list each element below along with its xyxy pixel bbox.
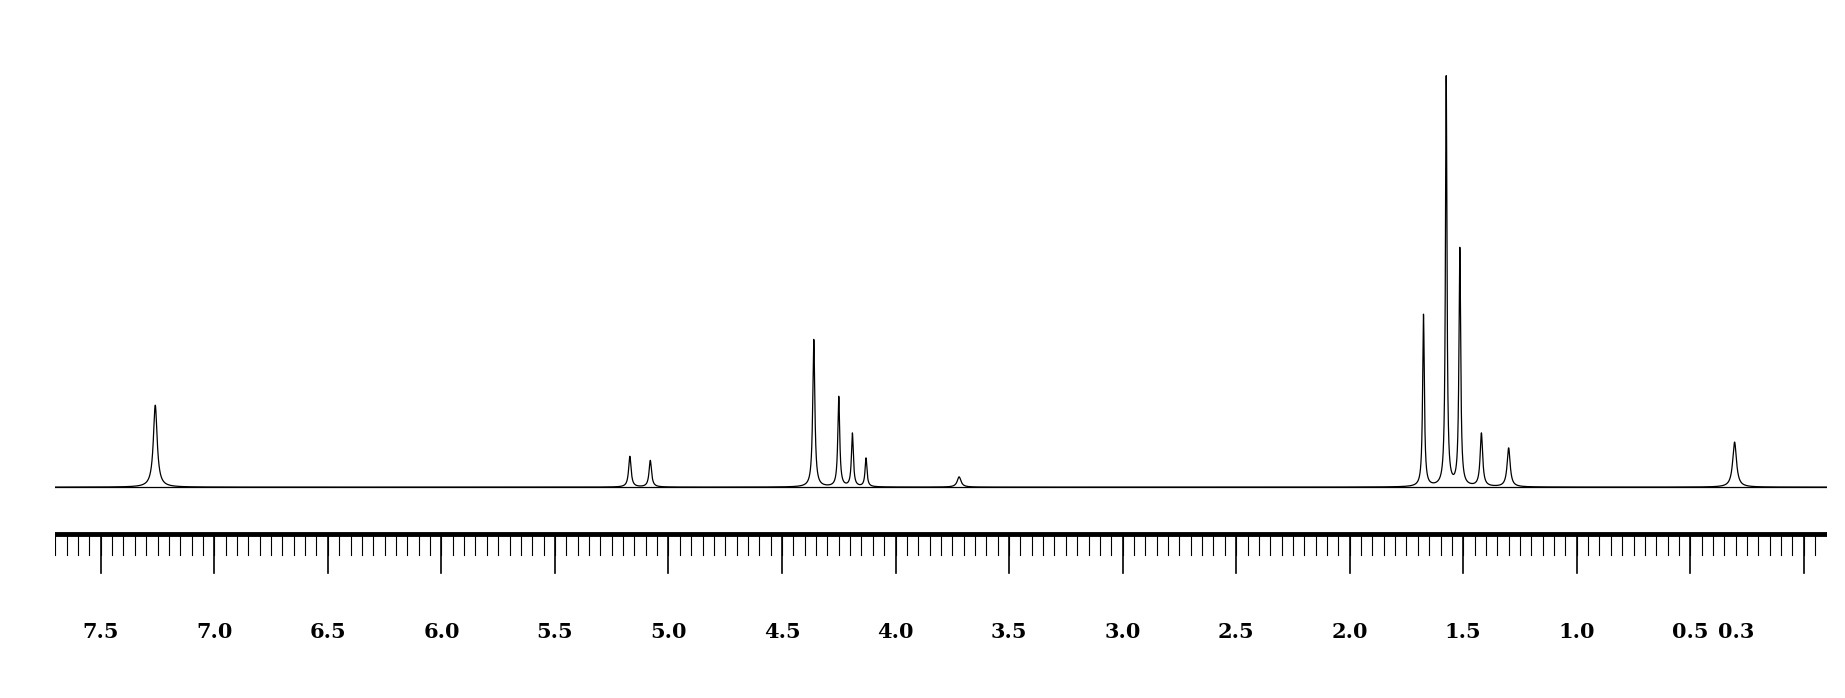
Text: 1.0: 1.0 — [1559, 623, 1596, 642]
Text: 5.0: 5.0 — [649, 623, 686, 642]
Text: 3.5: 3.5 — [991, 623, 1028, 642]
Text: 2.0: 2.0 — [1332, 623, 1367, 642]
Text: 0.5: 0.5 — [1672, 623, 1708, 642]
Text: 6.0: 6.0 — [423, 623, 459, 642]
Text: 0.3: 0.3 — [1718, 623, 1755, 642]
Text: 2.5: 2.5 — [1218, 623, 1255, 642]
Text: 5.5: 5.5 — [537, 623, 574, 642]
Text: 4.5: 4.5 — [764, 623, 801, 642]
Text: 7.5: 7.5 — [83, 623, 120, 642]
Text: 1.5: 1.5 — [1445, 623, 1482, 642]
Text: ppm: ppm — [913, 693, 969, 698]
Text: 7.0: 7.0 — [196, 623, 232, 642]
Text: 6.5: 6.5 — [310, 623, 347, 642]
Text: 3.0: 3.0 — [1105, 623, 1140, 642]
Text: 4.0: 4.0 — [876, 623, 913, 642]
